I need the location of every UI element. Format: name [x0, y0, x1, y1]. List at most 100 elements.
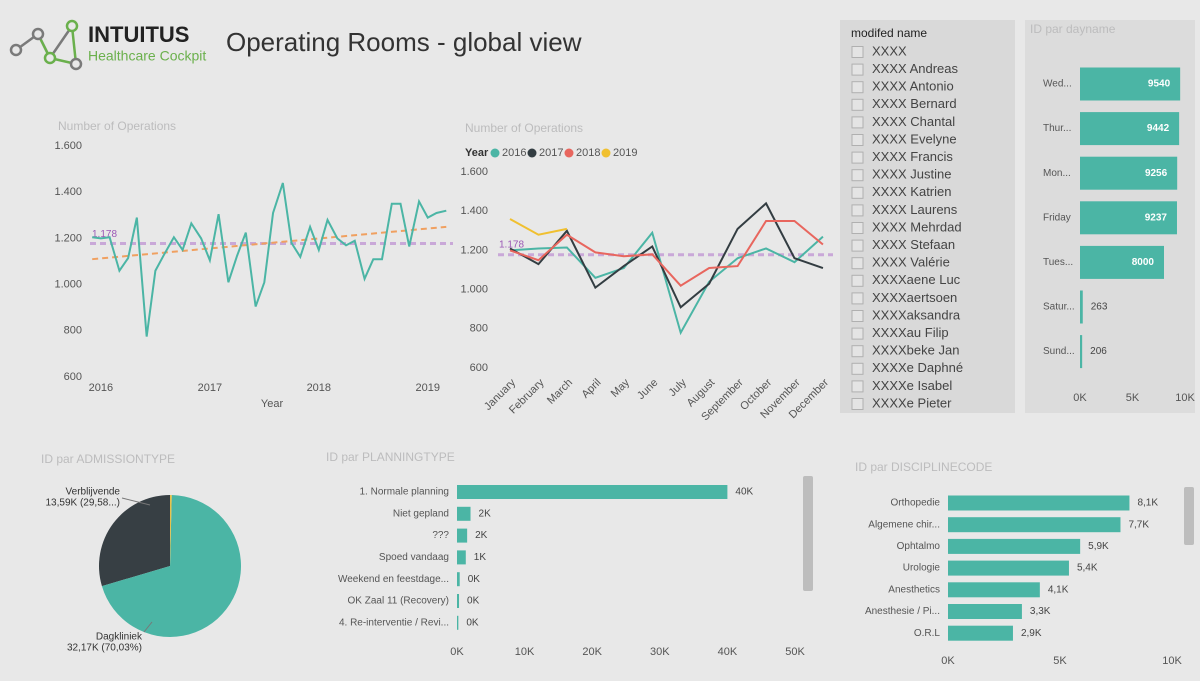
- slicer-item[interactable]: XXXXaene Luc: [872, 272, 961, 287]
- bar: [948, 517, 1121, 533]
- slicer-item[interactable]: XXXXe Pieter: [872, 395, 952, 410]
- slicer-panel: [840, 20, 1015, 413]
- checkbox[interactable]: [851, 380, 864, 393]
- y-tick-label: O.R.L: [914, 628, 941, 639]
- slicer-item[interactable]: XXXX Bernard: [872, 96, 957, 111]
- y-tick-label: 600: [470, 362, 488, 374]
- data-label: 8000: [1132, 257, 1155, 268]
- y-tick-label: 600: [64, 371, 82, 383]
- x-axis-label: Year: [261, 398, 284, 410]
- checkbox[interactable]: [851, 362, 864, 375]
- bar: [948, 560, 1069, 576]
- scrollbar[interactable]: [803, 476, 813, 591]
- slicer-item[interactable]: XXXX Chantal: [872, 114, 955, 129]
- data-label: 5,4K: [1077, 563, 1098, 574]
- data-label: 0K: [467, 596, 480, 607]
- slicer-item[interactable]: XXXX Antonio: [872, 79, 954, 94]
- bar: [948, 625, 1013, 641]
- chart-title: ID par PLANNINGTYPE: [326, 450, 455, 464]
- slicer-item[interactable]: XXXX: [872, 43, 907, 58]
- checkbox[interactable]: [851, 169, 864, 182]
- slicer-item[interactable]: XXXX Francis: [872, 149, 953, 164]
- checkbox[interactable]: [851, 204, 864, 217]
- checkbox[interactable]: [851, 292, 864, 305]
- pie-label: Dagkliniek: [96, 632, 143, 643]
- brand-subtitle: Healthcare Cockpit: [88, 48, 206, 64]
- slicer-item[interactable]: XXXX Evelyne: [872, 131, 957, 146]
- checkbox[interactable]: [851, 186, 864, 199]
- data-label: 9540: [1148, 79, 1171, 90]
- slicer-item[interactable]: XXXX Stefaan: [872, 237, 955, 252]
- slicer-item[interactable]: XXXX Valérie: [872, 255, 950, 270]
- bar: [1080, 112, 1180, 146]
- y-tick-label: Anesthesie / Pi...: [865, 606, 940, 617]
- pie-slice: [98, 495, 170, 587]
- y-tick-label: Urologie: [903, 563, 941, 574]
- x-tick-label: 30K: [650, 646, 670, 658]
- slicer-item[interactable]: XXXXaksandra: [872, 307, 961, 322]
- checkbox[interactable]: [851, 81, 864, 94]
- y-tick-label: Orthopedie: [891, 498, 941, 509]
- x-tick-label: 5K: [1053, 655, 1067, 667]
- checkbox[interactable]: [851, 46, 864, 58]
- data-label: 2K: [479, 508, 492, 519]
- leader-line: [143, 621, 153, 633]
- bar: [948, 582, 1040, 598]
- bar: [948, 538, 1081, 554]
- bar: [1080, 335, 1083, 369]
- data-label: 263: [1091, 302, 1108, 313]
- y-tick-label: 800: [470, 323, 488, 335]
- slicer-item[interactable]: XXXX Laurens: [872, 202, 958, 217]
- slicer-item[interactable]: XXXX Andreas: [872, 61, 958, 76]
- legend-label: 2018: [576, 147, 600, 159]
- y-tick-label: 1.600: [460, 166, 488, 178]
- slicer-item[interactable]: XXXX Justine: [872, 167, 952, 182]
- data-label: 7,7K: [1128, 519, 1149, 530]
- y-tick-label: 1.200: [460, 244, 488, 256]
- slicer-item[interactable]: XXXXe Isabel: [872, 378, 952, 393]
- y-tick-label: 1.400: [460, 205, 488, 217]
- y-tick-label: 1.400: [54, 186, 82, 198]
- checkbox[interactable]: [851, 345, 864, 358]
- y-tick-label: Anesthetics: [888, 584, 940, 595]
- slicer-item[interactable]: XXXXau Filip: [872, 325, 949, 340]
- data-label: 206: [1090, 346, 1107, 357]
- x-tick-label: 5K: [1126, 392, 1140, 404]
- legend-label: 2017: [539, 147, 563, 159]
- legend-swatch: [527, 148, 537, 158]
- legend-label: 2016: [502, 147, 526, 159]
- checkbox[interactable]: [851, 398, 864, 410]
- bar: [1080, 290, 1083, 324]
- y-tick-label: OK Zaal 11 (Recovery): [347, 596, 449, 607]
- checkbox[interactable]: [851, 239, 864, 252]
- slicer-item[interactable]: XXXX Katrien: [872, 184, 952, 199]
- scrollbar[interactable]: [1184, 487, 1194, 545]
- data-label: 8,1K: [1137, 498, 1158, 509]
- checkbox[interactable]: [851, 116, 864, 129]
- bar: [1080, 201, 1177, 235]
- line-series: [509, 218, 568, 236]
- checkbox[interactable]: [851, 327, 864, 340]
- checkbox[interactable]: [851, 63, 864, 76]
- pie-slice: [170, 495, 172, 566]
- checkbox[interactable]: [851, 98, 864, 111]
- checkbox[interactable]: [851, 310, 864, 322]
- checkbox[interactable]: [851, 274, 864, 287]
- slicer-item[interactable]: XXXX Mehrdad: [872, 219, 962, 234]
- y-tick-label: Spoed vandaag: [379, 552, 449, 563]
- checkbox[interactable]: [851, 134, 864, 146]
- slicer-item[interactable]: XXXXbeke Jan: [872, 343, 959, 358]
- x-tick-label: 2018: [307, 382, 331, 394]
- data-label: 9442: [1147, 123, 1170, 134]
- x-tick-label: 10K: [515, 646, 535, 658]
- y-tick-label: 1.600: [54, 140, 82, 152]
- checkbox[interactable]: [851, 222, 864, 234]
- data-label: 2K: [475, 530, 488, 541]
- slicer-item[interactable]: XXXXe Daphné: [872, 360, 963, 375]
- checkbox[interactable]: [851, 257, 864, 270]
- slicer-item[interactable]: XXXXaertsoen: [872, 290, 957, 305]
- checkbox[interactable]: [851, 151, 864, 164]
- x-tick-label: 50K: [785, 646, 805, 658]
- y-tick-label: 4. Re-interventie / Revi...: [339, 617, 449, 628]
- bar: [457, 615, 459, 630]
